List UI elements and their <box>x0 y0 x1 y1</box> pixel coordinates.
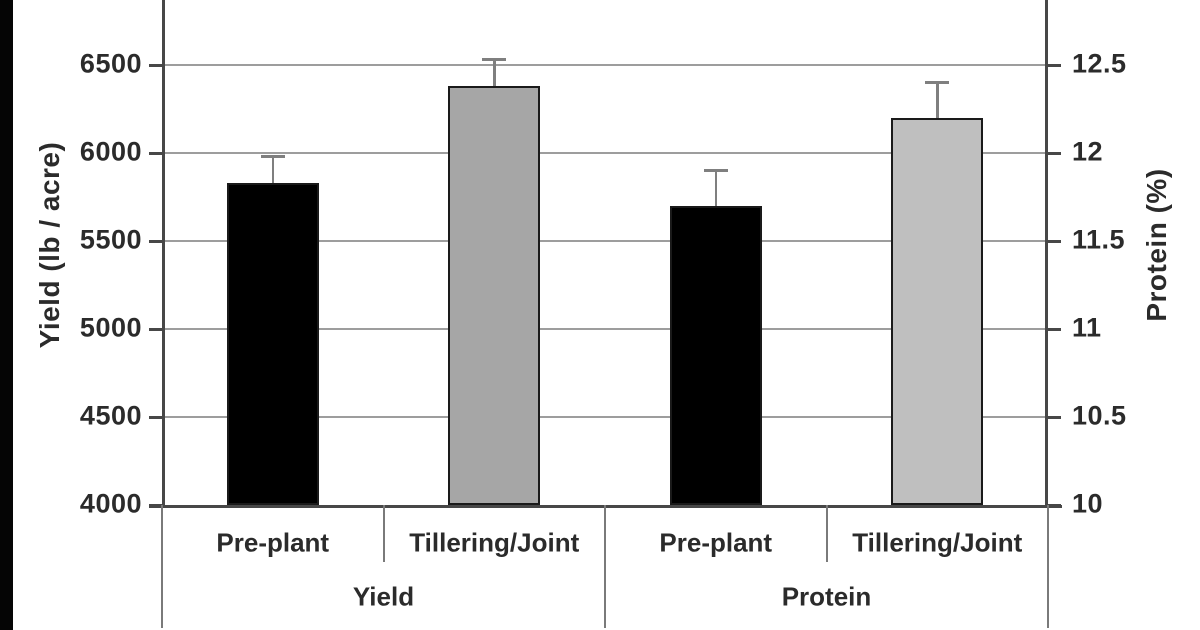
x-tick-label: Pre-plant <box>659 527 773 558</box>
left-axis-tick-label: 4500 <box>79 400 142 431</box>
error-bar-cap <box>703 169 728 173</box>
x-tick-label: Tillering/Joint <box>852 527 1023 558</box>
x-tick-label: Tillering/Joint <box>409 527 580 558</box>
right-axis-title: Protein (%) <box>1141 168 1172 322</box>
left-axis-tick-mark <box>149 152 162 155</box>
error-bar <box>936 82 939 118</box>
gridline <box>162 64 1048 66</box>
error-bar <box>271 156 274 183</box>
right-axis-tick-mark <box>1048 328 1061 331</box>
x-tick-label: Pre-plant <box>216 527 330 558</box>
left-axis-tick-mark <box>149 240 162 243</box>
gridline <box>162 328 1048 330</box>
bar-protein-tillering-joint <box>891 117 984 505</box>
x-group-label: Yield <box>352 581 415 612</box>
gridline <box>162 152 1048 154</box>
x-axis-separator <box>382 505 385 562</box>
x-group-label: Protein <box>781 581 872 612</box>
right-axis-tick-label: 12.5 <box>1072 48 1127 79</box>
x-axis-separator <box>825 505 828 562</box>
left-axis-tick-label: 6000 <box>79 136 142 167</box>
left-edge-strip <box>0 0 13 630</box>
x-axis-group-separator <box>1047 505 1049 628</box>
error-bar <box>714 170 717 206</box>
left-axis-tick-label: 5000 <box>79 312 142 343</box>
left-axis-tick-label: 4000 <box>79 488 142 519</box>
right-axis-tick-label: 11.5 <box>1072 224 1126 255</box>
left-axis-tick-mark <box>149 64 162 67</box>
error-bar-cap <box>260 155 285 159</box>
right-axis-tick-mark <box>1048 416 1061 419</box>
bar-yield-tillering-joint <box>448 86 541 505</box>
right-axis-tick-label: 11 <box>1072 312 1102 343</box>
right-axis-line <box>1045 0 1048 505</box>
gridline <box>162 240 1048 242</box>
right-axis-tick-mark <box>1048 64 1061 67</box>
right-axis-tick-mark <box>1048 152 1061 155</box>
left-axis-tick-mark <box>149 416 162 419</box>
plot-area <box>162 0 1048 505</box>
x-axis-group-separator <box>604 505 606 628</box>
left-axis-tick-mark <box>149 328 162 331</box>
left-axis-tick-label: 5500 <box>79 224 142 255</box>
gridline <box>162 416 1048 418</box>
bar-yield-pre-plant <box>226 182 319 505</box>
left-axis-tick-label: 6500 <box>79 48 142 79</box>
x-axis-group-separator <box>161 505 163 628</box>
error-bar-cap <box>925 81 950 85</box>
bar-protein-pre-plant <box>669 205 762 505</box>
error-bar-cap <box>482 58 507 62</box>
right-axis-tick-label: 10.5 <box>1072 400 1127 431</box>
right-axis-tick-mark <box>1048 240 1061 243</box>
left-axis-line <box>162 0 165 505</box>
error-bar <box>493 59 496 87</box>
right-axis-tick-label: 12 <box>1072 136 1104 167</box>
right-axis-tick-label: 10 <box>1072 488 1104 519</box>
